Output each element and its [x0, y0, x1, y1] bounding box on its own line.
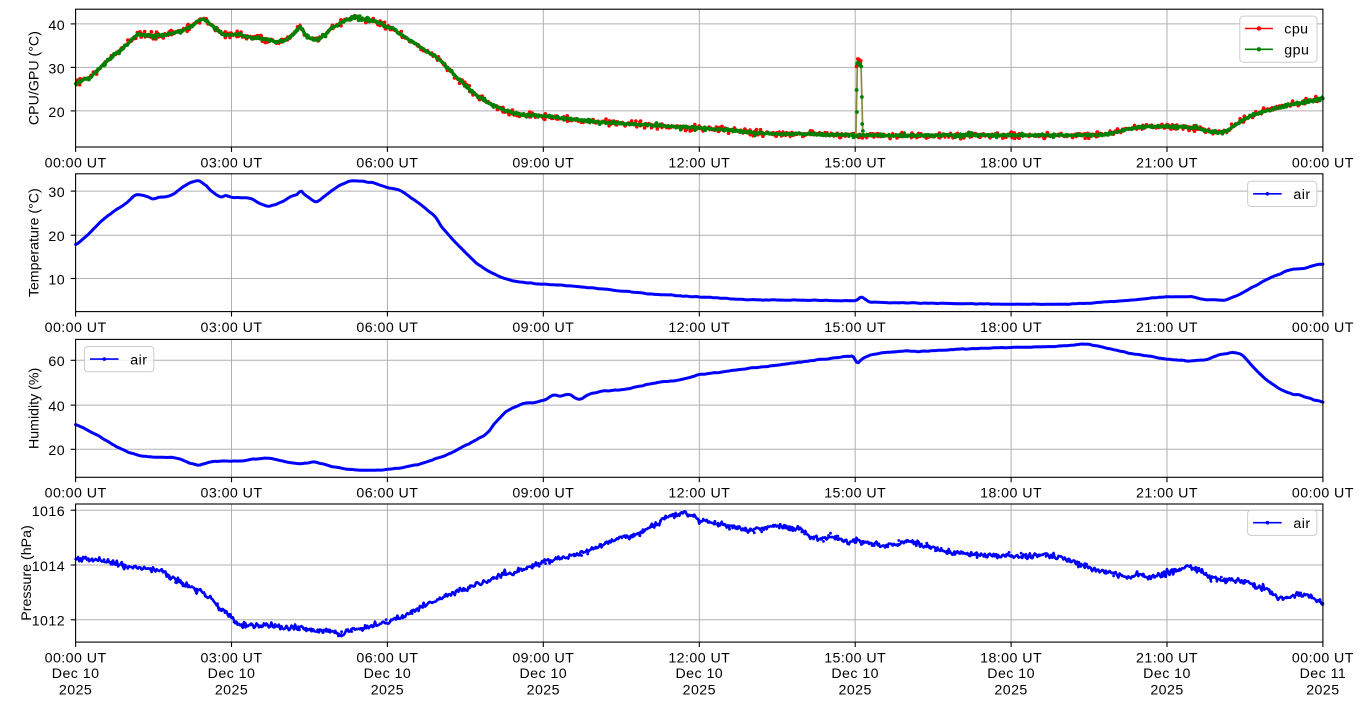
svg-text:12:00 UT: 12:00 UT	[668, 486, 730, 502]
svg-text:06:00 UT: 06:00 UT	[356, 650, 418, 666]
svg-text:2025: 2025	[839, 683, 872, 699]
svg-text:15:00 UT: 15:00 UT	[824, 320, 886, 336]
svg-text:15:00 UT: 15:00 UT	[824, 155, 886, 171]
svg-text:18:00 UT: 18:00 UT	[980, 650, 1042, 666]
svg-text:00:00 UT: 00:00 UT	[1292, 320, 1354, 336]
svg-text:2025: 2025	[527, 683, 560, 699]
svg-text:20: 20	[48, 105, 65, 121]
svg-text:03:00 UT: 03:00 UT	[201, 650, 263, 666]
svg-text:Dec 10: Dec 10	[831, 666, 879, 682]
svg-text:gpu: gpu	[1284, 43, 1309, 59]
svg-text:09:00 UT: 09:00 UT	[512, 486, 574, 502]
svg-text:00:00 UT: 00:00 UT	[45, 486, 107, 502]
svg-text:12:00 UT: 12:00 UT	[668, 155, 730, 171]
svg-text:1012: 1012	[32, 614, 65, 630]
svg-text:Dec 11: Dec 11	[1300, 666, 1347, 682]
svg-text:18:00 UT: 18:00 UT	[980, 486, 1042, 502]
svg-text:Pressure (hPa): Pressure (hPa)	[19, 525, 35, 620]
svg-text:09:00 UT: 09:00 UT	[512, 320, 574, 336]
svg-text:20: 20	[48, 229, 65, 245]
svg-text:03:00 UT: 03:00 UT	[201, 486, 263, 502]
svg-text:30: 30	[48, 185, 65, 201]
svg-text:2025: 2025	[371, 683, 404, 699]
svg-text:Dec 10: Dec 10	[987, 666, 1035, 682]
svg-text:Temperature (°C): Temperature (°C)	[27, 188, 43, 297]
svg-text:60: 60	[48, 354, 65, 370]
svg-text:40: 40	[48, 18, 65, 34]
svg-text:21:00 UT: 21:00 UT	[1136, 320, 1198, 336]
svg-text:1016: 1016	[32, 504, 65, 520]
svg-text:2025: 2025	[59, 683, 92, 699]
svg-text:00:00 UT: 00:00 UT	[1292, 486, 1354, 502]
svg-text:06:00 UT: 06:00 UT	[356, 320, 418, 336]
svg-text:air: air	[1293, 187, 1310, 203]
svg-text:CPU/GPU (°C): CPU/GPU (°C)	[27, 31, 43, 125]
svg-text:15:00 UT: 15:00 UT	[824, 486, 886, 502]
svg-text:2025: 2025	[683, 683, 716, 699]
svg-text:03:00 UT: 03:00 UT	[201, 320, 263, 336]
svg-text:30: 30	[48, 61, 65, 77]
svg-text:06:00 UT: 06:00 UT	[356, 155, 418, 171]
svg-text:00:00 UT: 00:00 UT	[45, 650, 107, 666]
svg-text:12:00 UT: 12:00 UT	[668, 320, 730, 336]
svg-text:09:00 UT: 09:00 UT	[512, 155, 574, 171]
svg-text:2025: 2025	[1306, 683, 1339, 699]
svg-text:03:00 UT: 03:00 UT	[201, 155, 263, 171]
svg-text:Dec 10: Dec 10	[519, 666, 567, 682]
svg-text:00:00 UT: 00:00 UT	[1292, 155, 1354, 171]
svg-text:09:00 UT: 09:00 UT	[512, 650, 574, 666]
svg-text:21:00 UT: 21:00 UT	[1136, 650, 1198, 666]
svg-text:air: air	[1293, 516, 1310, 532]
svg-text:2025: 2025	[1150, 683, 1183, 699]
svg-text:Dec 10: Dec 10	[364, 666, 412, 682]
svg-text:Dec 10: Dec 10	[52, 666, 100, 682]
svg-text:10: 10	[48, 272, 65, 288]
svg-text:1014: 1014	[32, 559, 65, 575]
svg-text:12:00 UT: 12:00 UT	[668, 650, 730, 666]
svg-text:00:00 UT: 00:00 UT	[45, 155, 107, 171]
svg-text:air: air	[130, 352, 147, 368]
svg-text:Dec 10: Dec 10	[1143, 666, 1191, 682]
svg-text:00:00 UT: 00:00 UT	[1292, 650, 1354, 666]
svg-text:Humidity (%): Humidity (%)	[27, 368, 43, 449]
svg-text:21:00 UT: 21:00 UT	[1136, 486, 1198, 502]
svg-text:Dec 10: Dec 10	[675, 666, 723, 682]
svg-text:15:00 UT: 15:00 UT	[824, 650, 886, 666]
svg-text:cpu: cpu	[1284, 22, 1308, 38]
svg-text:2025: 2025	[994, 683, 1027, 699]
svg-text:18:00 UT: 18:00 UT	[980, 320, 1042, 336]
svg-text:06:00 UT: 06:00 UT	[356, 486, 418, 502]
svg-text:00:00 UT: 00:00 UT	[45, 320, 107, 336]
svg-text:40: 40	[48, 399, 65, 415]
svg-text:18:00 UT: 18:00 UT	[980, 155, 1042, 171]
svg-text:21:00 UT: 21:00 UT	[1136, 155, 1198, 171]
svg-text:2025: 2025	[215, 683, 248, 699]
svg-text:Dec 10: Dec 10	[208, 666, 256, 682]
svg-text:20: 20	[48, 443, 65, 459]
